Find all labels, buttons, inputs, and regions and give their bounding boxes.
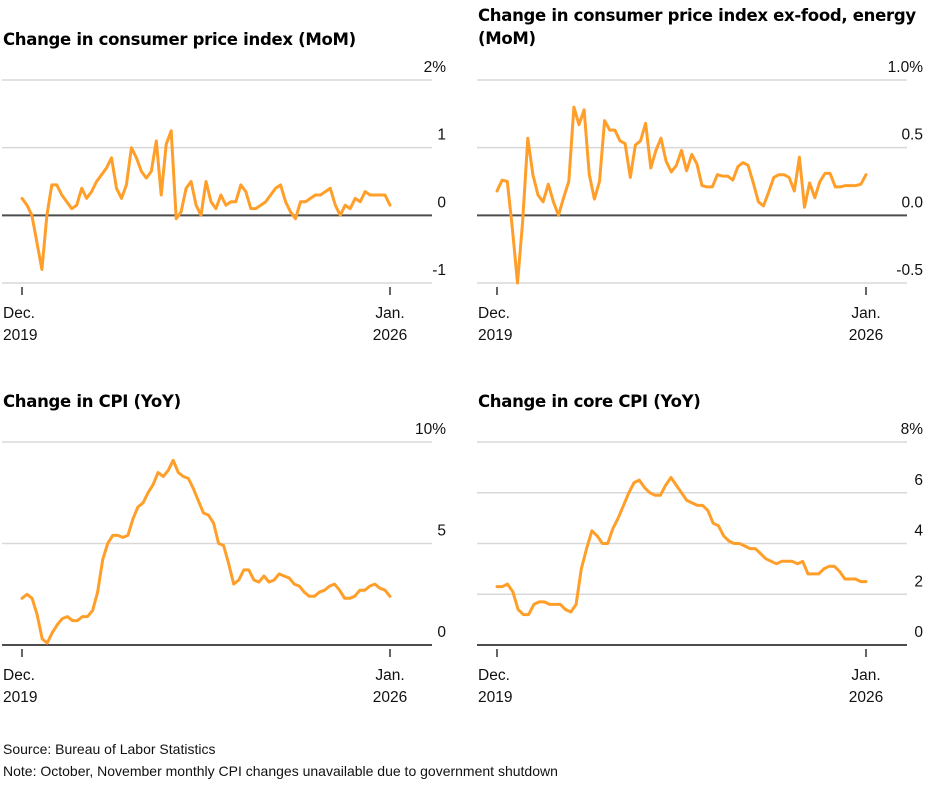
y-tick-label: 5 [437, 523, 446, 540]
panel-core-cpi-mom: Change in consumer price index ex-food, … [470, 0, 940, 360]
chart-cpi-mom: 2% 1 0 -1 Dec. 2019 Jan. 2026 [2, 59, 447, 344]
series-line [20, 458, 392, 645]
x-tick-label: Dec. [3, 305, 35, 322]
y-tick-label: 0 [437, 194, 446, 211]
footer: Source: Bureau of Labor Statistics Note:… [3, 738, 558, 782]
x-tick-label: 2019 [3, 689, 37, 706]
panel-cpi-yoy: Change in CPI (YoY) 10% 5 0 Dec. 2019 Jan. 202… [0, 360, 470, 720]
x-tick-label: Dec. [478, 667, 510, 684]
y-tick-label: 8% [901, 421, 924, 438]
chart-title: Change in consumer price index (MoM) [3, 30, 356, 49]
series-line [20, 129, 392, 271]
x-tick-label: 2019 [478, 327, 512, 344]
chart-core-cpi-mom: 1.0% 0.5 0.0 -0.5 Dec. 2019 Jan. 2026 [477, 59, 924, 344]
x-tick-label: 2026 [849, 327, 883, 344]
chart-core-cpi-yoy: 8% 6 4 2 0 Dec. 2019 Jan. 2026 [477, 421, 924, 706]
y-tick-label: 0.5 [901, 127, 923, 144]
y-tick-label: 1.0% [888, 59, 924, 76]
y-tick-label: 0.0 [901, 194, 923, 211]
chart-cpi-yoy: 10% 5 0 Dec. 2019 Jan. 2026 [2, 421, 446, 706]
x-tick-label: 2019 [3, 327, 37, 344]
y-tick-label: 2 [914, 573, 923, 590]
y-tick-label: -1 [432, 262, 446, 279]
y-tick-label: 6 [914, 472, 923, 489]
x-tick-label: 2026 [373, 689, 407, 706]
x-tick-label: Jan. [851, 305, 880, 322]
y-tick-label: 10% [415, 421, 446, 438]
x-tick-label: Dec. [478, 305, 510, 322]
x-tick-label: 2026 [849, 689, 883, 706]
panel-cpi-mom: Change in consumer price index (MoM) 2% 1… [0, 0, 470, 360]
footnote: Note: October, November monthly CPI chan… [3, 763, 558, 779]
y-tick-label: -0.5 [896, 262, 923, 279]
series-line [495, 105, 868, 285]
y-tick-label: 0 [437, 624, 446, 641]
y-tick-label: 4 [914, 523, 923, 540]
chart-title: Change in CPI (YoY) [3, 392, 181, 411]
y-tick-label: 0 [914, 624, 923, 641]
x-tick-label: 2026 [373, 327, 407, 344]
x-tick-label: Jan. [375, 305, 404, 322]
source-note: Source: Bureau of Labor Statistics [3, 741, 216, 757]
panel-core-cpi-yoy: Change in core CPI (YoY) 8% 6 4 2 0 Dec. 2019 J… [470, 360, 940, 720]
y-tick-label: 1 [437, 127, 446, 144]
chart-title: Change in core CPI (YoY) [478, 392, 701, 411]
x-tick-label: Dec. [3, 667, 35, 684]
y-tick-label: 2% [424, 59, 447, 76]
x-tick-label: 2019 [478, 689, 512, 706]
x-tick-label: Jan. [851, 667, 880, 684]
x-tick-label: Jan. [375, 667, 404, 684]
chart-title: Change in consumer price index ex-food, … [478, 6, 916, 48]
